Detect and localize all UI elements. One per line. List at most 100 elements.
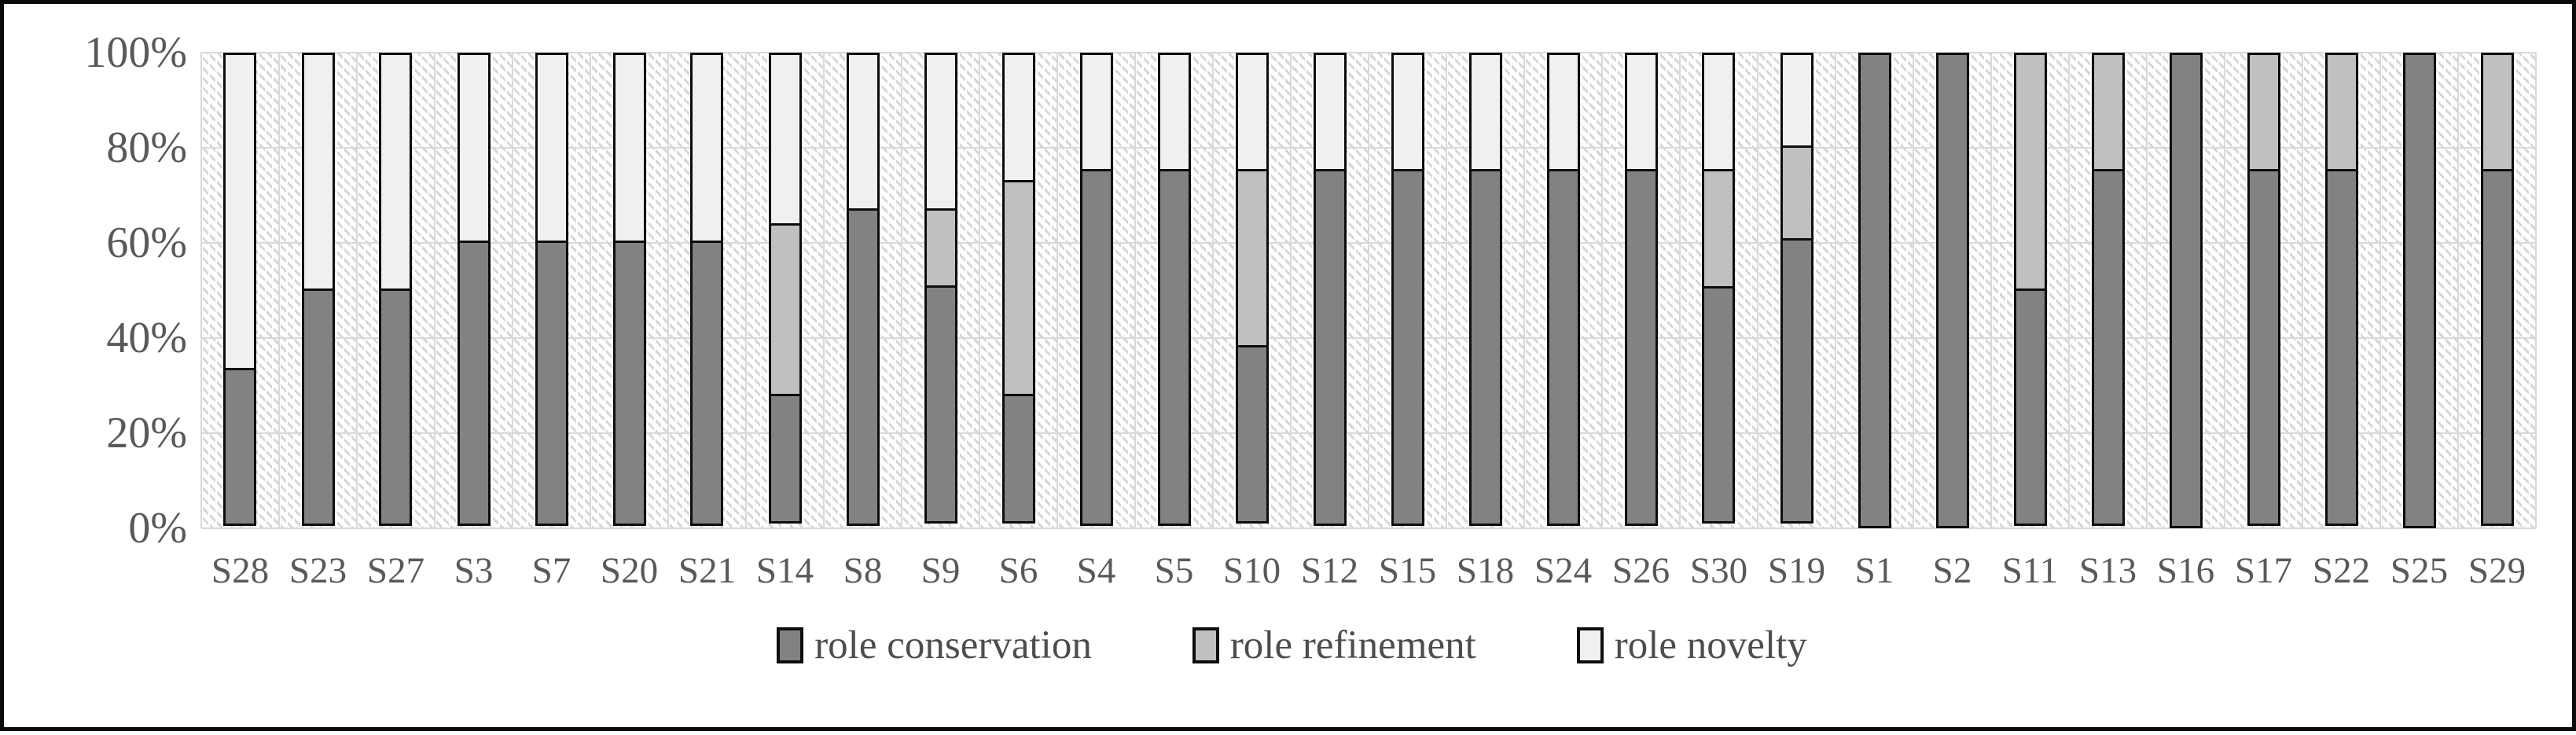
- x-category-label: S15: [1378, 550, 1437, 591]
- legend-item-role-refinement: role refinement: [1192, 623, 1476, 667]
- x-category-label: S1: [1854, 550, 1894, 591]
- segment-role-refinement: [1702, 169, 1736, 288]
- segment-role-conservation: [1624, 169, 1658, 526]
- segment-role-novelty: [924, 53, 957, 211]
- vertical-gridline: [1601, 53, 1603, 528]
- y-tick-label: 60%: [106, 219, 187, 267]
- horizontal-gridline: [201, 527, 2536, 529]
- x-category-label: S22: [2312, 550, 2371, 591]
- bar-S26: [1624, 53, 1658, 528]
- vertical-gridline: [745, 53, 747, 528]
- segment-role-conservation: [1858, 53, 1891, 528]
- segment-role-novelty: [1546, 53, 1580, 172]
- vertical-gridline: [434, 53, 435, 528]
- bar-S24: [1546, 53, 1580, 528]
- segment-role-novelty: [1624, 53, 1658, 172]
- bar-S9: [924, 53, 957, 528]
- vertical-gridline: [901, 53, 902, 528]
- vertical-gridline: [1523, 53, 1525, 528]
- x-category-label: S16: [2156, 550, 2215, 591]
- segment-role-novelty: [768, 53, 802, 226]
- segment-role-conservation: [924, 285, 957, 524]
- segment-role-novelty: [457, 53, 491, 243]
- segment-role-novelty: [379, 53, 413, 291]
- segment-role-refinement: [1780, 145, 1813, 241]
- bar-S25: [2402, 53, 2436, 528]
- segment-role-conservation: [1391, 169, 1424, 526]
- bar-S12: [1313, 53, 1347, 528]
- segment-role-conservation: [612, 241, 646, 526]
- segment-role-conservation: [2402, 53, 2436, 528]
- segment-role-novelty: [1079, 53, 1113, 172]
- bar-S28: [223, 53, 257, 528]
- y-tick-label: 80%: [106, 123, 187, 172]
- vertical-gridline: [1990, 53, 1992, 528]
- legend-swatch-icon: [1576, 627, 1604, 663]
- bar-S13: [2091, 53, 2125, 528]
- segment-role-conservation: [1702, 285, 1736, 524]
- segment-role-conservation: [1780, 238, 1813, 524]
- x-category-label: S2: [1932, 550, 1972, 591]
- bar-S17: [2247, 53, 2280, 528]
- segment-role-refinement: [924, 208, 957, 288]
- vertical-gridline: [1679, 53, 1681, 528]
- segment-role-novelty: [1702, 53, 1736, 172]
- bar-S11: [2013, 53, 2047, 528]
- x-category-label: S18: [1456, 550, 1515, 591]
- bar-S6: [1001, 53, 1035, 528]
- segment-role-novelty: [846, 53, 880, 211]
- segment-role-conservation: [457, 241, 491, 526]
- segment-role-novelty: [690, 53, 724, 243]
- segment-role-refinement: [2324, 53, 2358, 172]
- x-category-label: S25: [2390, 550, 2449, 591]
- x-category-label: S13: [2078, 550, 2137, 591]
- x-category-label: S17: [2234, 550, 2293, 591]
- legend-item-role-novelty: role novelty: [1576, 623, 1807, 667]
- segment-role-conservation: [2169, 53, 2203, 528]
- segment-role-novelty: [612, 53, 646, 243]
- x-category-label: S30: [1689, 550, 1748, 591]
- x-category-label: S23: [288, 550, 347, 591]
- bar-S2: [1935, 53, 1969, 528]
- segment-role-novelty: [1780, 53, 1813, 148]
- x-category-label: S27: [366, 550, 425, 591]
- x-category-label: S26: [1611, 550, 1670, 591]
- vertical-gridline: [2379, 53, 2381, 528]
- vertical-gridline: [1445, 53, 1447, 528]
- segment-role-conservation: [1079, 169, 1113, 526]
- vertical-gridline: [2302, 53, 2303, 528]
- x-category-label: S11: [2001, 550, 2059, 591]
- segment-role-conservation: [690, 241, 724, 526]
- x-category-label: S8: [843, 550, 883, 591]
- segment-role-conservation: [1313, 169, 1347, 526]
- x-category-label: S12: [1300, 550, 1359, 591]
- bar-S20: [612, 53, 646, 528]
- segment-role-refinement: [1235, 169, 1269, 348]
- vertical-gridline: [2223, 53, 2225, 528]
- segment-role-novelty: [223, 53, 257, 370]
- segment-role-conservation: [2247, 169, 2280, 526]
- segment-role-conservation: [301, 288, 335, 526]
- vertical-gridline: [2535, 53, 2537, 528]
- vertical-gridline: [2068, 53, 2070, 528]
- segment-role-conservation: [1468, 169, 1502, 526]
- segment-role-conservation: [223, 367, 257, 526]
- bar-S10: [1235, 53, 1269, 528]
- segment-role-conservation: [535, 241, 568, 526]
- bar-S1: [1858, 53, 1891, 528]
- segment-role-refinement: [2013, 53, 2047, 291]
- plot-area: [200, 52, 2537, 529]
- segment-role-novelty: [1313, 53, 1347, 172]
- segment-role-conservation: [2480, 169, 2514, 526]
- vertical-gridline: [1913, 53, 1914, 528]
- x-category-label: S9: [921, 550, 961, 591]
- vertical-gridline: [355, 53, 358, 528]
- y-tick-label: 40%: [106, 314, 187, 362]
- segment-role-conservation: [1546, 169, 1580, 526]
- x-axis: S28 S23 S27 S3 S7 S20 S21 S14 S8 S9 S6 S4 S5 S10 S12 S1…: [201, 548, 2536, 603]
- segment-role-conservation: [2324, 169, 2358, 526]
- segment-role-novelty: [535, 53, 568, 243]
- vertical-gridline: [277, 53, 280, 528]
- x-category-label: S24: [1534, 550, 1593, 591]
- y-tick-label: 20%: [106, 409, 187, 458]
